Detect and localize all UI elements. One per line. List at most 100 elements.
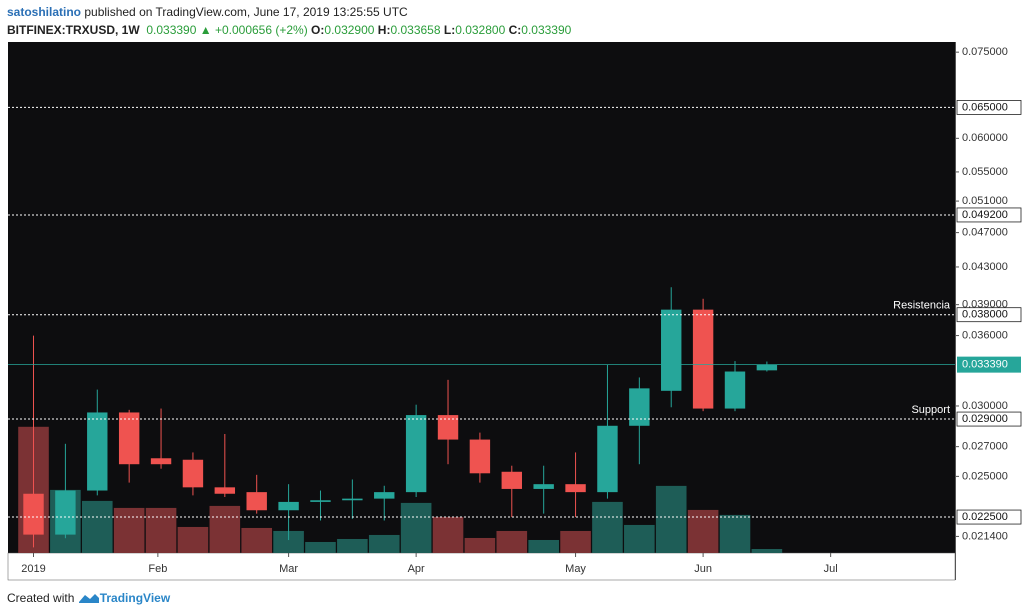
volume-bar [145, 507, 177, 553]
level-label: 0.029000 [962, 413, 1008, 425]
y-tick-label: 0.021400 [962, 530, 1008, 542]
level-label-box [956, 509, 1022, 525]
level-note: Resistencia [893, 300, 951, 312]
candle-body [469, 439, 491, 474]
volume-bar [464, 537, 496, 553]
candle-body [661, 309, 682, 391]
chart: 0.075000 0.060000 0.055000 0.051000 0.047000… [7, 42, 1022, 581]
level-label: 0.049200 [962, 209, 1008, 221]
candle-body [692, 309, 714, 409]
level-note: Support [911, 404, 950, 416]
c-value: 0.033390 [521, 23, 572, 37]
candle-body [150, 458, 172, 465]
x-tick-label: Feb [148, 563, 167, 575]
candle-body [118, 412, 140, 465]
volume-bar [305, 541, 336, 553]
y-tick-label: 0.043000 [962, 261, 1008, 273]
candle-body [182, 459, 204, 488]
volume-bar [337, 538, 368, 553]
candle-body [310, 500, 331, 502]
candle-body [405, 415, 427, 493]
y-tick-label: 0.055000 [962, 166, 1008, 178]
candle-body [246, 492, 267, 511]
volume-bar [81, 500, 113, 553]
volume-bar [177, 526, 209, 553]
h-label: H: [377, 23, 391, 37]
volume-bar [528, 539, 559, 553]
plot-background [8, 42, 955, 553]
y-tick-label: 0.025000 [962, 470, 1008, 482]
y-tick-label: 0.051000 [962, 195, 1008, 207]
volume-bar [751, 548, 783, 553]
volume-bar [432, 516, 464, 553]
footer-text: Created with [7, 591, 75, 605]
candle-body [214, 487, 236, 494]
level-label: 0.022500 [962, 511, 1008, 523]
h-value: 0.033658 [390, 23, 441, 37]
volume-bar [496, 530, 528, 553]
level-label-box [956, 411, 1022, 427]
y-tick-label: 0.027000 [962, 441, 1008, 453]
published: published on TradingView.com, June 17, 2… [84, 5, 408, 19]
footer: Created with TradingView [7, 590, 170, 605]
candle-body [597, 425, 618, 493]
candle-body [342, 498, 363, 501]
header: satoshilatino published on TradingView.c… [7, 3, 571, 39]
o-value: 0.032900 [324, 23, 375, 37]
symbol-line: BITFINEX:TRXUSD, 1W 0.033390 ▲ +0.000656… [7, 21, 571, 39]
logo [78, 594, 99, 603]
level-label: 0.065000 [962, 101, 1008, 113]
c-label: C: [508, 23, 522, 37]
candle-body [278, 501, 299, 511]
level-label: 0.038000 [962, 309, 1008, 321]
candle-body [55, 490, 76, 535]
y-tick-label: 0.036000 [962, 329, 1008, 341]
candle-body [501, 471, 522, 489]
volume-bar [273, 530, 304, 553]
volume-bar [592, 501, 623, 553]
candle-body [756, 364, 778, 371]
volume-bar [687, 509, 719, 553]
candle-body [374, 492, 395, 499]
volume-bar [719, 514, 751, 553]
y-tick-label: 0.060000 [962, 132, 1008, 144]
volume-bar [624, 524, 655, 553]
candle-body [533, 484, 554, 489]
y-tick-label: 0.047000 [962, 227, 1008, 239]
footer-brand[interactable]: TradingView [99, 591, 171, 605]
candle-body [565, 484, 586, 493]
level-label-box [956, 100, 1022, 115]
candle-body [23, 493, 44, 535]
l-label: L: [443, 23, 456, 37]
y-tick-label: 0.030000 [962, 400, 1008, 412]
volume-bar [400, 502, 432, 553]
x-tick-label: Jun [694, 563, 712, 575]
candle-body [437, 415, 459, 440]
last: 0.033390 [146, 23, 197, 37]
volume-bar [113, 507, 145, 553]
x-tick-label: Jul [824, 563, 838, 575]
candle-body [724, 371, 746, 409]
x-tick-label: Apr [408, 563, 425, 575]
last-price-label: 0.033390 [962, 359, 1008, 371]
candle-body [629, 388, 650, 426]
volume-bar [241, 527, 273, 553]
last-price-box [957, 356, 1021, 373]
symbol: BITFINEX:TRXUSD, 1W [7, 23, 140, 37]
level-label-box [956, 307, 1022, 323]
x-tick-label: Mar [279, 563, 298, 575]
x-tick-label: May [565, 563, 586, 575]
publish-line: satoshilatino published on TradingView.c… [7, 3, 571, 21]
volume-bar [368, 534, 400, 553]
author[interactable]: satoshilatino [7, 5, 82, 19]
candle-body [87, 412, 108, 491]
volume-bar [209, 505, 241, 553]
l-value: 0.032800 [455, 23, 506, 37]
volume-bar [655, 485, 687, 553]
x-tick-label: 2019 [21, 563, 45, 575]
change: ▲ +0.000656 (+2%) [199, 23, 308, 37]
y-tick-label: 0.075000 [962, 46, 1008, 58]
o-label: O: [311, 23, 325, 37]
volume-bar [560, 530, 591, 553]
